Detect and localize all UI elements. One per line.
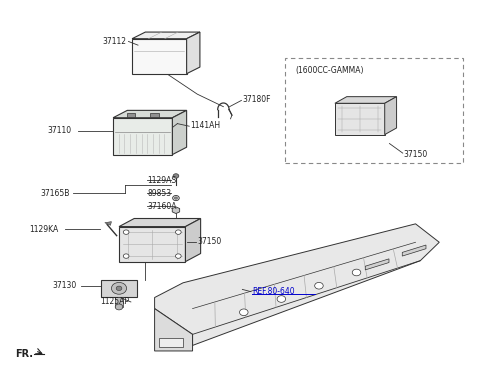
Circle shape (176, 230, 181, 234)
Polygon shape (365, 259, 389, 270)
Text: 37150: 37150 (404, 150, 428, 159)
Bar (101, 280, 137, 297)
Circle shape (123, 230, 129, 234)
Polygon shape (335, 103, 384, 135)
Circle shape (277, 296, 286, 302)
Circle shape (115, 304, 123, 310)
Polygon shape (105, 222, 111, 225)
Circle shape (175, 197, 178, 199)
Circle shape (240, 309, 248, 316)
Polygon shape (132, 32, 200, 39)
Text: 37112: 37112 (102, 37, 126, 46)
Polygon shape (172, 207, 180, 214)
Polygon shape (402, 245, 426, 256)
Text: 37180F: 37180F (242, 95, 271, 104)
Text: 89853: 89853 (147, 189, 172, 198)
Text: 1129KA: 1129KA (29, 225, 58, 234)
Circle shape (111, 282, 127, 294)
Circle shape (315, 282, 323, 289)
Circle shape (173, 174, 179, 178)
Text: 37110: 37110 (48, 126, 72, 135)
Polygon shape (132, 39, 187, 74)
Polygon shape (187, 32, 200, 74)
Text: FR.: FR. (14, 349, 33, 359)
Bar (115, 297, 123, 307)
Circle shape (176, 254, 181, 258)
Polygon shape (119, 218, 201, 227)
Polygon shape (155, 309, 192, 351)
Polygon shape (119, 227, 185, 261)
Polygon shape (113, 110, 187, 118)
Circle shape (352, 269, 361, 276)
Text: 37130: 37130 (53, 281, 77, 290)
Text: 1141AH: 1141AH (190, 120, 220, 130)
Bar (127, 113, 135, 117)
Bar (159, 338, 183, 347)
Text: (1600CC-GAMMA): (1600CC-GAMMA) (296, 66, 364, 75)
Bar (150, 113, 159, 117)
Bar (285, 58, 463, 163)
Text: 1129AS: 1129AS (147, 176, 177, 185)
Polygon shape (185, 218, 201, 261)
Polygon shape (113, 118, 172, 154)
Text: 37160A: 37160A (147, 202, 177, 211)
Polygon shape (155, 224, 439, 346)
Text: 37165B: 37165B (41, 189, 70, 198)
Circle shape (116, 286, 122, 291)
Polygon shape (172, 110, 187, 154)
Text: 1125AP: 1125AP (100, 297, 129, 306)
Text: REF.80-640: REF.80-640 (252, 287, 295, 296)
Text: 37150: 37150 (197, 237, 222, 246)
Circle shape (173, 196, 179, 200)
Circle shape (123, 254, 129, 258)
Polygon shape (384, 96, 396, 135)
Polygon shape (335, 96, 396, 103)
